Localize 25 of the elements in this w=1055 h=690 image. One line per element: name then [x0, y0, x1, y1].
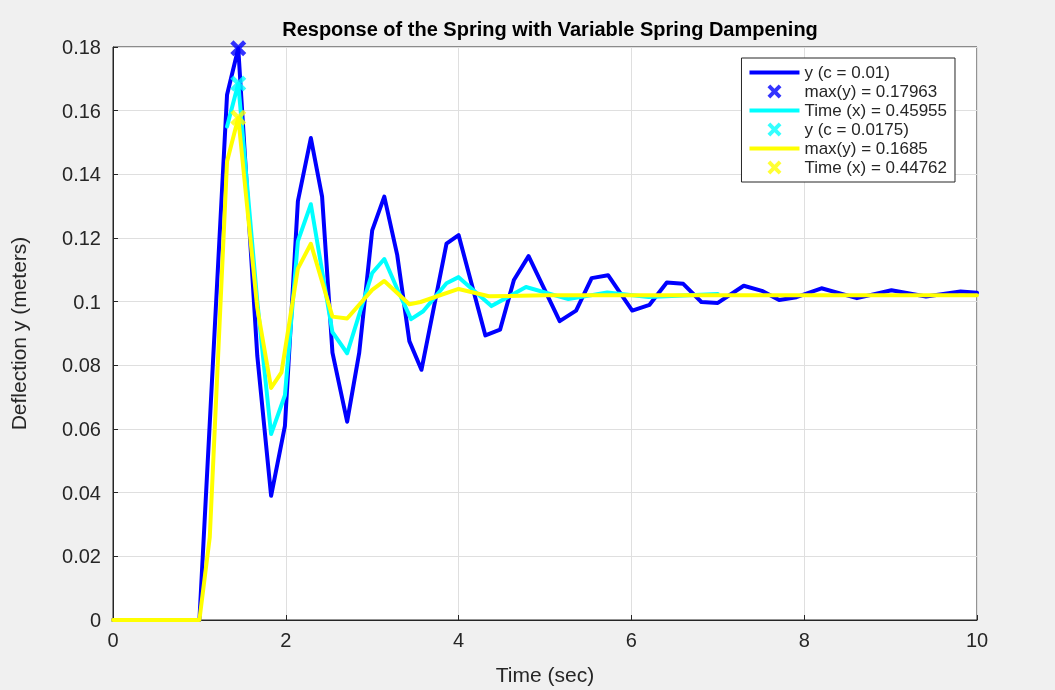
- legend-label: Time (x) = 0.45955: [804, 101, 948, 120]
- legend-label: Time (x) = 0.44762: [804, 158, 948, 177]
- x-tick-label: 8: [798, 629, 810, 651]
- chart-title: Response of the Spring with Variable Spring Dampening: [282, 18, 818, 40]
- x-tick-label: 2: [280, 629, 292, 651]
- y-tick-label: 0.1: [73, 290, 101, 313]
- legend-label: max(y) = 0.17963: [804, 82, 938, 101]
- legend-label: y (c = 0.0175): [804, 120, 909, 139]
- y-tick-label: 0.04: [62, 481, 101, 504]
- legend-label: max(y) = 0.1685: [804, 139, 928, 158]
- x-tick-label: 10: [965, 629, 989, 651]
- legend-label: y (c = 0.01): [804, 63, 890, 82]
- y-tick-label: 0.16: [62, 99, 101, 122]
- x-tick-label: 0: [107, 629, 119, 651]
- x-tick-label: 6: [625, 629, 637, 651]
- x-tick-label: 4: [453, 629, 465, 651]
- x-axis-title: Time (sec): [495, 663, 595, 686]
- y-tick-label: 0.12: [62, 227, 101, 249]
- y-tick-label: 0.06: [62, 418, 101, 440]
- y-tick-label: 0: [89, 609, 101, 631]
- y-tick-label: 0.08: [62, 354, 101, 377]
- y-tick-label: 0.02: [62, 545, 101, 568]
- y-tick-label: 0.14: [62, 163, 101, 186]
- y-axis-title: Deflection y (meters): [7, 236, 30, 431]
- y-tick-label: 0.18: [62, 36, 101, 58]
